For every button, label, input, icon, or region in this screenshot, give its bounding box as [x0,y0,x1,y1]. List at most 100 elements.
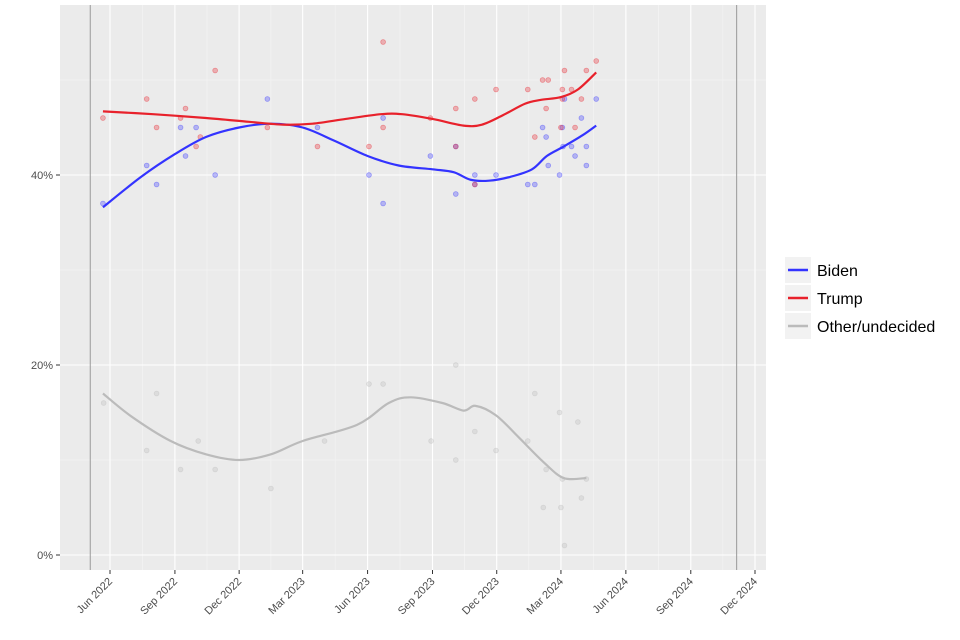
trump-poll-point [314,143,321,150]
biden-poll-point [264,96,271,102]
biden-poll-point [452,191,459,197]
x-tick-label: Jun 2023 [332,576,372,616]
other-undecided-poll-point [452,457,459,463]
trump-poll-point [559,86,566,93]
trump-poll-point [568,86,575,93]
x-tick-label: Mar 2023 [266,576,307,617]
trump-poll-point [539,77,546,83]
biden-poll-point [593,96,600,102]
biden-poll-point [583,162,590,169]
x-tick-label: Sep 2024 [654,576,696,618]
other-undecided-poll-point [493,447,499,454]
other-undecided-poll-point [366,381,372,387]
trump-poll-point [472,96,478,102]
legend-label-trump: Trump [817,291,863,308]
biden-poll-point [572,153,578,159]
other-undecided-poll-point [380,381,386,387]
trump-poll-point [493,86,499,93]
biden-poll-point [177,124,184,131]
x-tick-label: Jun 2024 [590,576,630,616]
trump-poll-point [583,67,590,74]
other-undecided-poll-point [100,400,107,406]
trump-poll-point [380,39,386,45]
other-undecided-poll-point [428,438,434,444]
other-undecided-poll-point [578,495,585,501]
trump-poll-point [452,105,459,112]
other-undecided-poll-point [561,542,568,549]
biden-poll-point [366,172,372,178]
trump-poll-point [543,105,549,112]
other-undecided-poll-point [558,504,564,511]
other-undecided-poll-point [268,485,274,492]
x-tick-label: Sep 2023 [396,576,438,618]
trump-poll-point [452,143,459,150]
trump-trend-line [102,71,597,128]
biden-poll-point [578,115,585,121]
x-tick-label: Dec 2023 [460,576,502,618]
trump-poll-point [182,105,189,112]
other-undecided-poll-point [452,362,459,368]
biden-poll-point [143,162,150,169]
trump-poll-point [380,124,386,131]
other-undecided-poll-point [153,390,160,397]
biden-poll-point [427,153,434,159]
biden-poll-point [532,181,538,188]
trump-poll-point [153,124,160,131]
other-undecided-poll-point [540,504,547,511]
biden-trend-line [102,122,597,209]
other-undecided-poll-point [472,428,478,435]
other-undecided-poll-point [212,466,218,473]
x-tick-label: Dec 2024 [718,576,760,618]
biden-poll-point [314,124,321,131]
other-undecided-poll-point [195,438,202,444]
x-tick-label: Sep 2022 [138,576,180,618]
biden-poll-point [472,172,478,178]
legend-label-biden: Biden [817,263,858,280]
other-undecided-poll-point [532,390,538,397]
other-undecided-poll-point [556,409,563,416]
other-undecided-poll-point [575,419,581,425]
biden-poll-point [559,124,566,131]
biden-poll-point [539,124,546,131]
trump-poll-point [193,143,199,150]
trump-poll-point [532,134,538,140]
trump-poll-point [264,124,271,131]
biden-poll-point [380,115,386,121]
biden-poll-point [568,143,575,150]
biden-poll-point [556,172,563,178]
biden-poll-point [545,162,552,169]
x-tick-label: Mar 2024 [525,576,566,617]
biden-poll-point [543,134,549,140]
biden-poll-point [212,172,218,178]
trump-poll-point [366,143,372,150]
other-undecided-poll-point [143,447,150,454]
other-undecided-trend-line [102,392,587,481]
trump-poll-point [578,96,585,102]
y-tick-label: 20% [31,360,53,372]
biden-poll-point [452,143,459,150]
biden-poll-point [380,200,386,207]
biden-poll-point [493,172,499,178]
other-undecided-poll-point [543,466,549,473]
trump-poll-point [593,58,600,64]
biden-poll-point [524,181,531,188]
biden-poll-point [583,143,590,150]
y-tick-label: 0% [37,550,53,562]
trump-poll-point [558,124,564,131]
x-tick-label: Jun 2022 [75,576,115,616]
biden-poll-point [193,124,199,131]
trump-poll-point [472,181,478,188]
legend: Biden Trump Other/undecided [783,250,949,340]
y-tick-label: 40% [31,170,53,182]
other-undecided-poll-point [321,438,328,444]
biden-poll-point [472,181,478,188]
other-undecided-poll-point [177,466,184,473]
biden-poll-point [153,181,160,188]
trump-poll-point [524,86,531,93]
trump-poll-point [561,67,568,74]
x-tick-label: Dec 2022 [202,576,244,618]
trump-poll-point [100,115,106,121]
biden-poll-point [182,153,189,159]
